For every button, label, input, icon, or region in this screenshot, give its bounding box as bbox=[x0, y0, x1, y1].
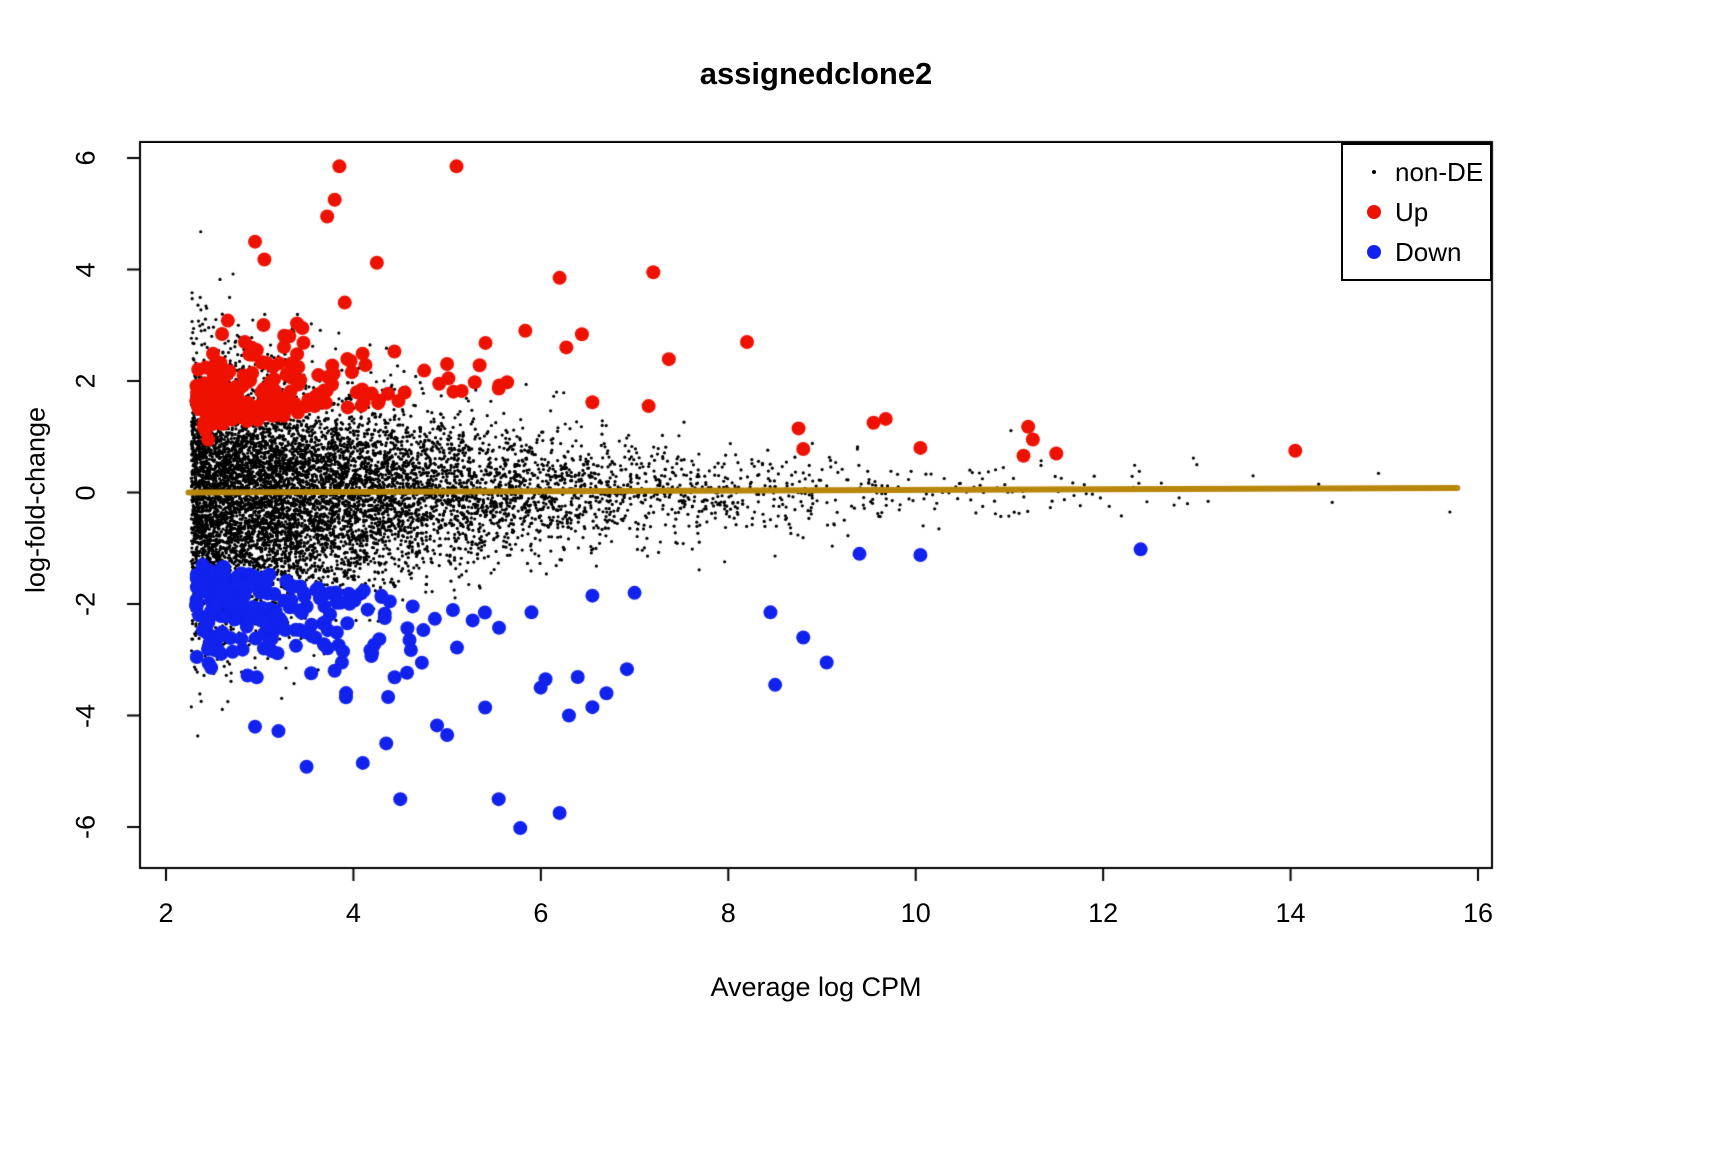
down-dot-icon bbox=[1367, 245, 1381, 259]
legend-item-non-de: non-DE bbox=[1359, 155, 1490, 189]
x-tick-label: 16 bbox=[1462, 898, 1494, 928]
legend-marker-wrap bbox=[1359, 245, 1389, 259]
up-dot-icon bbox=[1367, 205, 1381, 219]
x-tick-label: 6 bbox=[533, 898, 549, 928]
legend-marker-wrap bbox=[1359, 205, 1389, 219]
x-tick-label: 2 bbox=[158, 898, 174, 928]
y-tick-label: -4 bbox=[70, 703, 101, 728]
legend-label: Up bbox=[1395, 196, 1429, 227]
legend-item-down: Down bbox=[1359, 235, 1490, 269]
y-tick-label: -6 bbox=[70, 814, 101, 840]
legend-marker-wrap bbox=[1359, 170, 1389, 174]
legend-label: non-DE bbox=[1395, 156, 1484, 187]
x-tick-label: 12 bbox=[1088, 898, 1119, 928]
y-tick-label: -2 bbox=[70, 591, 101, 617]
chart-title: assignedclone2 bbox=[699, 56, 933, 91]
x-tick-label: 14 bbox=[1275, 898, 1306, 928]
legend-item-up: Up bbox=[1359, 195, 1490, 229]
y-tick-label: 2 bbox=[70, 373, 101, 389]
legend-label: Down bbox=[1395, 236, 1462, 267]
x-axis-title: Average log CPM bbox=[710, 972, 922, 1002]
non-de-dot-icon bbox=[1372, 170, 1376, 174]
x-tick-label: 10 bbox=[900, 898, 931, 928]
y-tick-label: 6 bbox=[70, 150, 101, 166]
x-tick-label: 4 bbox=[345, 898, 361, 928]
y-tick-label: 0 bbox=[70, 484, 101, 501]
x-tick-label: 8 bbox=[720, 898, 736, 928]
y-axis-title: log-fold-change bbox=[20, 406, 51, 594]
y-tick-label: 4 bbox=[70, 261, 101, 278]
legend: non-DE Up Down bbox=[1341, 143, 1492, 281]
